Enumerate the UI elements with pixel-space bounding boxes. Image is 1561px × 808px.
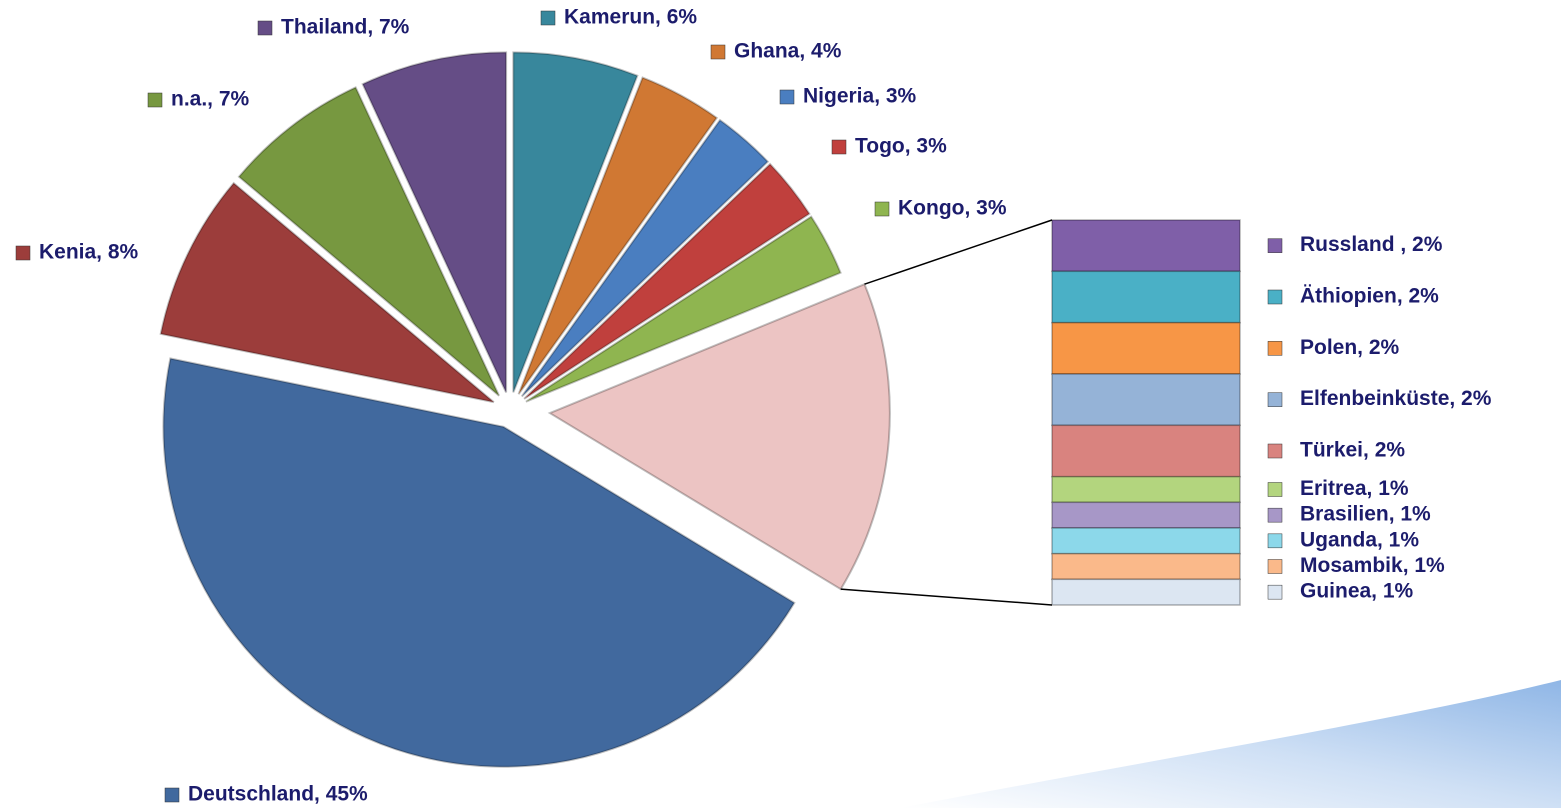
legend-marker <box>1267 507 1283 523</box>
data-label: Nigeria, 3% <box>803 85 917 108</box>
legend-marker <box>1267 238 1283 253</box>
data-label: Deutschland, 45% <box>188 783 368 806</box>
data-label: Polen, 2% <box>1300 336 1400 359</box>
data-label: Uganda, 1% <box>1300 528 1419 551</box>
legend-marker <box>164 787 180 803</box>
pie-slice <box>237 86 500 397</box>
bar-segment <box>1051 475 1241 504</box>
legend-marker <box>1267 584 1283 600</box>
data-label: Brasilien, 1% <box>1300 503 1431 526</box>
connector-line <box>840 588 1053 606</box>
pie-slice <box>523 162 811 400</box>
pie-slice <box>520 118 770 398</box>
data-label: Ghana, 4% <box>734 40 842 63</box>
pie-slice <box>517 76 719 395</box>
legend-marker <box>15 245 31 261</box>
pie-slice <box>159 181 495 404</box>
bar-segment <box>1051 270 1241 324</box>
data-label: Thailand, 7% <box>281 16 410 39</box>
connector-line <box>864 219 1053 285</box>
legend-marker <box>874 201 890 217</box>
bar-segment <box>1051 321 1241 375</box>
data-label: Elfenbeinküste, 2% <box>1300 387 1492 410</box>
data-label: Türkei, 2% <box>1300 439 1405 462</box>
data-label: Kongo, 3% <box>898 197 1007 220</box>
bar-segment <box>1051 527 1241 555</box>
legend-marker <box>1267 482 1283 497</box>
legend-marker <box>1267 443 1283 459</box>
legend-marker <box>1267 341 1283 356</box>
legend-marker <box>710 44 726 60</box>
data-label: Kamerun, 6% <box>564 6 697 29</box>
pie-slice-other <box>547 282 891 591</box>
pie-slice <box>525 215 842 403</box>
bar-segment <box>1051 219 1241 273</box>
data-label: Mosambik, 1% <box>1300 554 1445 577</box>
legend-marker <box>1267 559 1283 574</box>
data-label: Eritrea, 1% <box>1300 477 1409 500</box>
pie-slice <box>361 51 508 393</box>
legend-marker <box>147 92 163 108</box>
data-label: Russland , 2% <box>1300 233 1443 256</box>
bar-segment <box>1051 373 1241 427</box>
data-label: Äthiopien, 2% <box>1300 285 1439 308</box>
bar-segment <box>1051 578 1241 606</box>
legend-marker <box>1267 289 1283 305</box>
pie-slice <box>512 51 639 393</box>
data-label: Guinea, 1% <box>1300 580 1414 603</box>
bar-segment <box>1051 501 1241 529</box>
data-label: Togo, 3% <box>855 135 947 158</box>
legend-marker <box>1267 392 1283 407</box>
bar-segment <box>1051 552 1241 581</box>
pie-slice <box>162 357 796 768</box>
legend-marker <box>257 20 273 36</box>
bar-segment <box>1051 424 1241 478</box>
background-swoosh <box>900 680 1561 808</box>
data-label: n.a., 7% <box>171 88 250 111</box>
legend-marker <box>831 139 847 155</box>
legend-marker <box>779 89 795 105</box>
legend-marker <box>1267 533 1283 549</box>
legend-marker <box>540 10 556 26</box>
data-label: Kenia, 8% <box>39 241 139 264</box>
